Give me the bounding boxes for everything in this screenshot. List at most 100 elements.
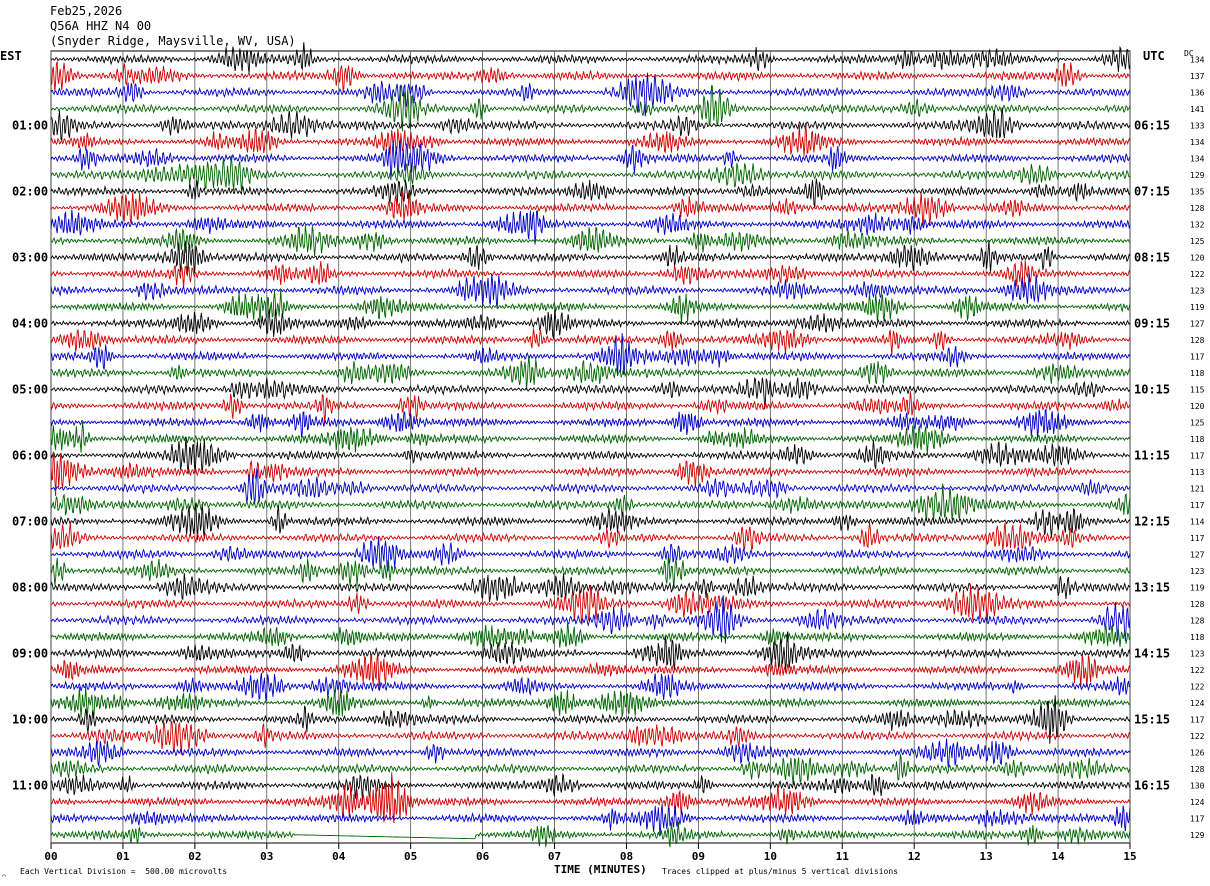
clip-note: Traces clipped at plus/minus 5 vertical … (662, 867, 899, 876)
dc-offset-value: 135 (1190, 187, 1205, 196)
x-tick-label: 05 (404, 850, 417, 863)
dc-offset-value: 121 (1190, 484, 1205, 493)
est-time-label: 10:00 (12, 712, 48, 726)
dc-offset-value: 123 (1190, 567, 1205, 576)
grid-lines (50, 50, 1131, 849)
utc-time-label: 12:15 (1134, 514, 1170, 528)
est-time-label: 02:00 (12, 184, 48, 198)
dc-offset-value: 122 (1190, 270, 1205, 279)
seismic-trace-line (50, 272, 1131, 309)
est-time-label: 07:00 (12, 514, 48, 528)
date-label: Feb25,2026 (50, 4, 123, 18)
dc-offset-value: 132 (1190, 220, 1205, 229)
dc-offset-value: 134 (1190, 138, 1205, 147)
dc-offset-value: 118 (1190, 435, 1205, 444)
dc-offset-value: 128 (1190, 204, 1205, 213)
est-time-label: 09:00 (12, 646, 48, 660)
seismic-trace-line (50, 584, 1131, 625)
seismic-trace-line (50, 355, 1131, 390)
x-tick-label: 10 (764, 850, 777, 863)
est-time-label: 03:00 (12, 250, 48, 264)
seismic-trace-line (50, 631, 1131, 673)
est-time-label: 04:00 (12, 316, 48, 330)
seismic-trace-line (50, 436, 1131, 475)
seismic-trace-line (50, 753, 1131, 786)
dc-offset-value: 118 (1190, 633, 1205, 642)
dc-offset-value: 117 (1190, 715, 1205, 724)
dc-offset-value: 120 (1190, 402, 1205, 411)
seismic-trace-line (50, 738, 1131, 768)
dc-offset-value: 117 (1190, 352, 1205, 361)
dc-column-label: DC (1184, 49, 1194, 58)
est-axis-label: EST (0, 49, 22, 63)
dc-offset-value: 141 (1190, 105, 1205, 114)
utc-time-label: 16:15 (1134, 778, 1170, 792)
seismic-trace-line (50, 686, 1131, 720)
seismic-trace-line (50, 521, 1131, 551)
dc-offset-value: 115 (1190, 385, 1205, 394)
dc-offset-value: 133 (1190, 121, 1205, 130)
axis-labels: 00 01 02 03 04 05 06 07 08 09 10 11 12 13 14 15 134 137 13… (12, 55, 1205, 863)
dc-offset-value: 117 (1190, 501, 1205, 510)
dc-offset-value: 122 (1190, 732, 1205, 741)
dc-offset-value: 119 (1190, 303, 1205, 312)
dc-offset-value: 126 (1190, 748, 1205, 757)
plot-frame (50, 50, 1131, 844)
seismic-trace-line (50, 85, 1131, 132)
x-tick-label: 00 (44, 850, 57, 863)
seismic-trace-line (50, 328, 1131, 356)
seismic-trace-line (50, 821, 1131, 848)
seismic-trace-line (50, 42, 1131, 74)
seismic-trace-line (50, 308, 1131, 339)
x-tick-label: 07 (548, 850, 561, 863)
seismic-traces (50, 42, 1131, 848)
x-tick-label: 11 (836, 850, 850, 863)
dc-offset-value: 117 (1190, 451, 1205, 460)
seismic-trace-line (50, 60, 1130, 93)
dc-offset-value: 123 (1190, 649, 1205, 658)
utc-time-label: 11:15 (1134, 448, 1170, 462)
est-time-label: 05:00 (12, 382, 48, 396)
seismic-trace-line (50, 72, 1131, 117)
dc-offset-value: 128 (1190, 600, 1205, 609)
seismic-trace-line (50, 421, 1131, 455)
est-time-label: 08:00 (12, 580, 48, 594)
dc-offset-value: 117 (1190, 814, 1205, 823)
est-time-label: 01:00 (12, 118, 48, 132)
utc-time-label: 06:15 (1134, 118, 1170, 132)
seismic-trace-line (50, 623, 1131, 648)
seismic-trace-line (51, 192, 1131, 226)
x-tick-label: 08 (620, 850, 633, 863)
dc-offset-value: 125 (1190, 418, 1205, 427)
seismic-trace-line (50, 408, 1130, 439)
dc-offset-value: 128 (1190, 616, 1205, 625)
dc-offset-value: 122 (1190, 682, 1205, 691)
dc-offset-value: 124 (1190, 798, 1205, 807)
utc-axis-label: UTC (1143, 49, 1165, 63)
dc-offset-value: 127 (1190, 550, 1205, 559)
seismic-trace-line (50, 720, 1131, 756)
dc-offset-value: 136 (1190, 88, 1205, 97)
dc-offset-value: 137 (1190, 72, 1205, 81)
x-tick-label: 09 (692, 850, 705, 863)
seismic-trace-line (50, 595, 1131, 644)
dc-offset-value: 114 (1190, 517, 1205, 526)
dc-offset-value: 113 (1190, 468, 1205, 477)
seismic-trace-line (50, 260, 1131, 291)
seismic-trace-line (50, 503, 1131, 540)
dc-offset-value: 118 (1190, 369, 1205, 378)
seismic-trace-line (50, 555, 1131, 590)
x-axis-title: TIME (MINUTES) (554, 863, 647, 876)
seismic-trace-line (50, 573, 1131, 603)
seismic-trace-line (50, 155, 1131, 191)
dc-offset-value: 123 (1190, 286, 1205, 295)
utc-time-label: 15:15 (1134, 712, 1170, 726)
seismic-trace-line (50, 107, 1131, 142)
seismic-trace-line (50, 451, 1131, 497)
seismic-trace-line (50, 391, 1131, 425)
seismic-trace-line (50, 289, 1131, 324)
utc-time-label: 09:15 (1134, 316, 1170, 330)
x-tick-label: 02 (188, 850, 201, 863)
seismic-trace-line (50, 240, 1131, 275)
